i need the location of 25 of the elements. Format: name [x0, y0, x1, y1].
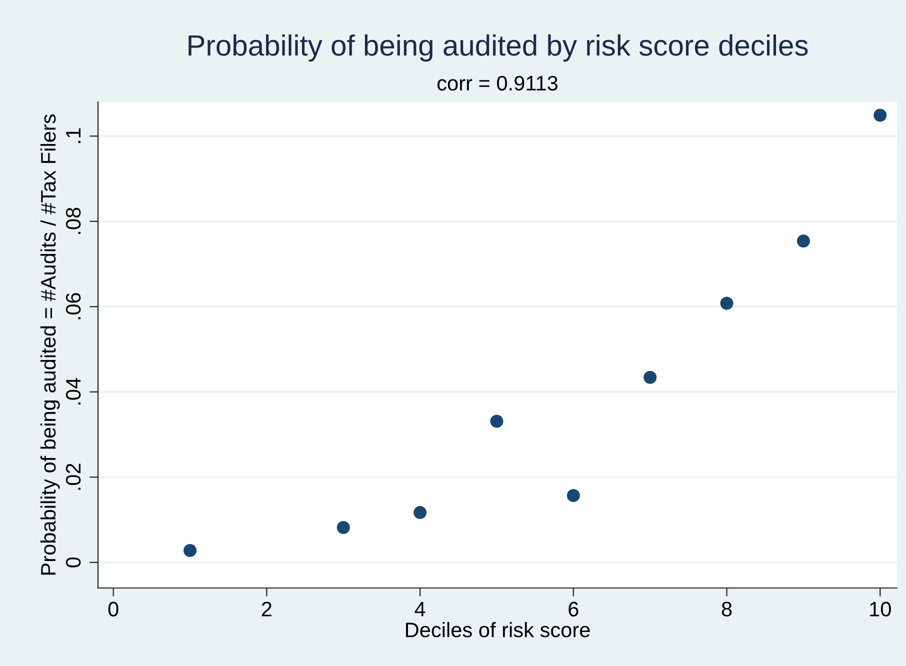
- y-tick-label: .08: [66, 208, 81, 234]
- point: [796, 234, 810, 248]
- y-tick-label: .04: [66, 378, 81, 404]
- point: [184, 544, 197, 557]
- x-tick-label: 2: [262, 602, 272, 616]
- y-tick-label: .06: [66, 293, 81, 320]
- x-tick-label: 6: [568, 602, 578, 616]
- chart-title: Probability of being audited by risk score deciles: [188, 34, 808, 62]
- x-tick-label: 8: [722, 602, 732, 616]
- point: [566, 488, 580, 502]
- point: [720, 296, 734, 310]
- point: [874, 108, 887, 122]
- chart-subtitle: corr = 0.9113: [437, 76, 558, 91]
- y-axis-title: Probability of being audited = #Audits / #Tax Filers: [40, 114, 60, 575]
- point: [336, 520, 350, 534]
- x-axis-title: Deciles of risk score: [406, 622, 590, 638]
- y-tick-label: .1: [66, 128, 80, 143]
- x-tick-label: 4: [414, 602, 426, 616]
- y-tick-label: .02: [66, 464, 81, 490]
- x-tick-label: 10: [870, 602, 891, 616]
- y-tick-label: 0: [66, 557, 81, 568]
- point: [490, 414, 504, 428]
- x-tick-label: 0: [108, 602, 118, 616]
- point: [644, 370, 657, 384]
- point: [414, 506, 427, 520]
